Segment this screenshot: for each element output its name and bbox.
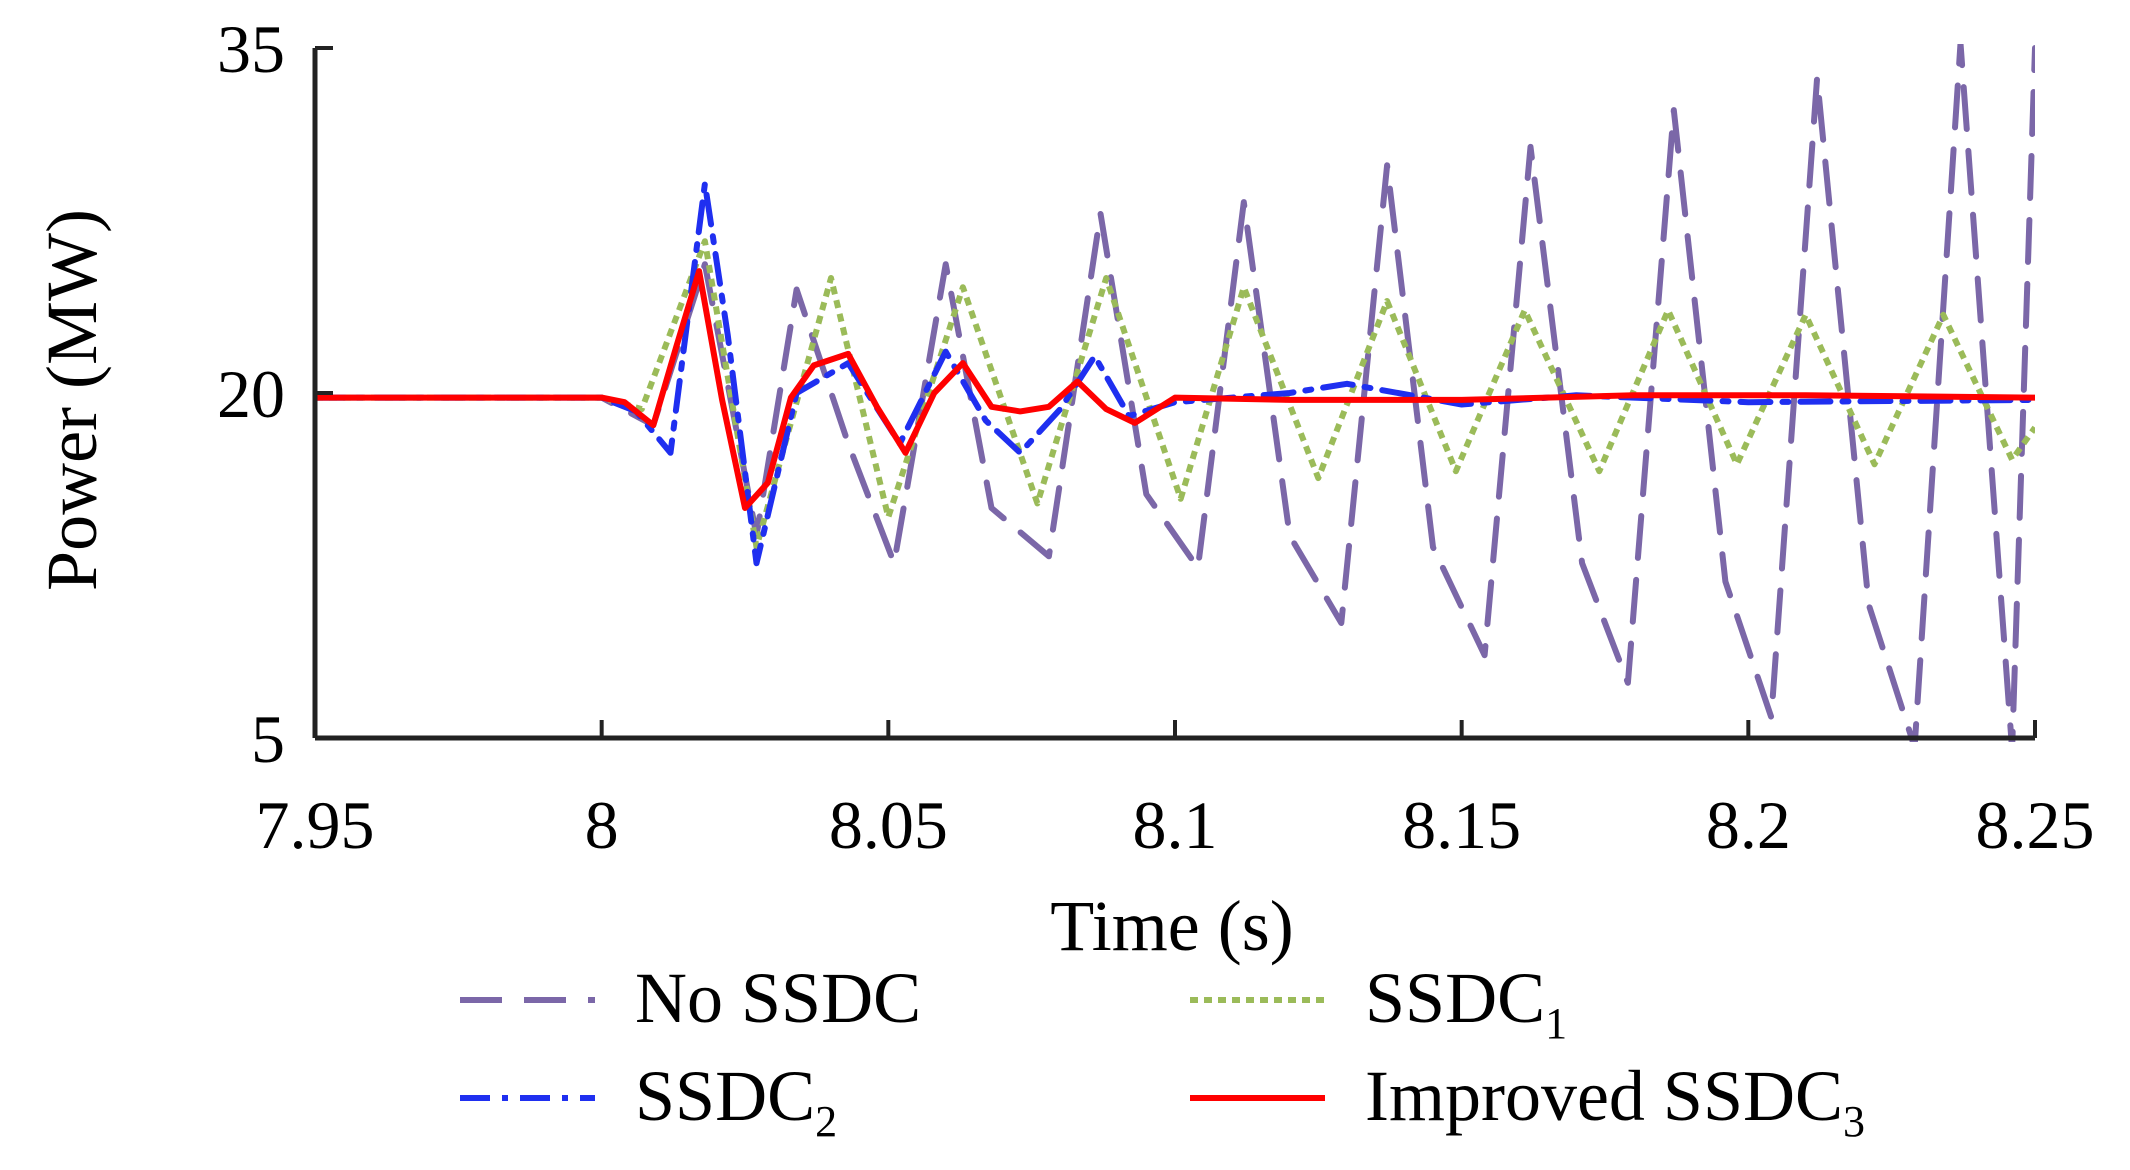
y-tick-label: 35	[217, 11, 285, 87]
x-tick-label: 8	[585, 787, 619, 863]
x-tick-label: 7.95	[256, 787, 375, 863]
legend-item-1: No SSDC	[460, 958, 921, 1038]
y-tick-label: 5	[251, 701, 285, 777]
x-tick-label: 8.15	[1402, 787, 1521, 863]
legend-label: No SSDC	[635, 958, 921, 1038]
x-tick-label: 8.25	[1976, 787, 2095, 863]
legend-item-3: SSDC2	[460, 1056, 837, 1146]
legend-label: Improved SSDC3	[1365, 1056, 1865, 1146]
legend-item-4: Improved SSDC3	[1190, 1056, 1865, 1146]
legend-label: SSDC2	[635, 1056, 837, 1146]
y-tick-label: 20	[217, 356, 285, 432]
series-layer	[315, 44, 2035, 742]
series-line-4	[315, 268, 2035, 511]
legend-label: SSDC1	[1365, 958, 1567, 1048]
axes	[312, 46, 2037, 741]
x-tick-label: 8.05	[829, 787, 948, 863]
series-line-1	[315, 44, 2035, 742]
y-axis-label: Power (MW)	[32, 209, 112, 591]
x-tick-label: 8.1	[1133, 787, 1218, 863]
x-axis-label: Time (s)	[1050, 886, 1293, 966]
series-line-3	[315, 180, 2035, 567]
legend-item-2: SSDC1	[1190, 958, 1567, 1048]
x-tick-label: 8.2	[1706, 787, 1791, 863]
legend: No SSDC SSDC1 SSDC2 Improved SSDC3	[460, 958, 1865, 1146]
series-line-2	[315, 238, 2035, 551]
tick-labels: 7.95 8 8.05 8.1 8.15 8.2 8.25 5 20 35	[217, 11, 2095, 863]
